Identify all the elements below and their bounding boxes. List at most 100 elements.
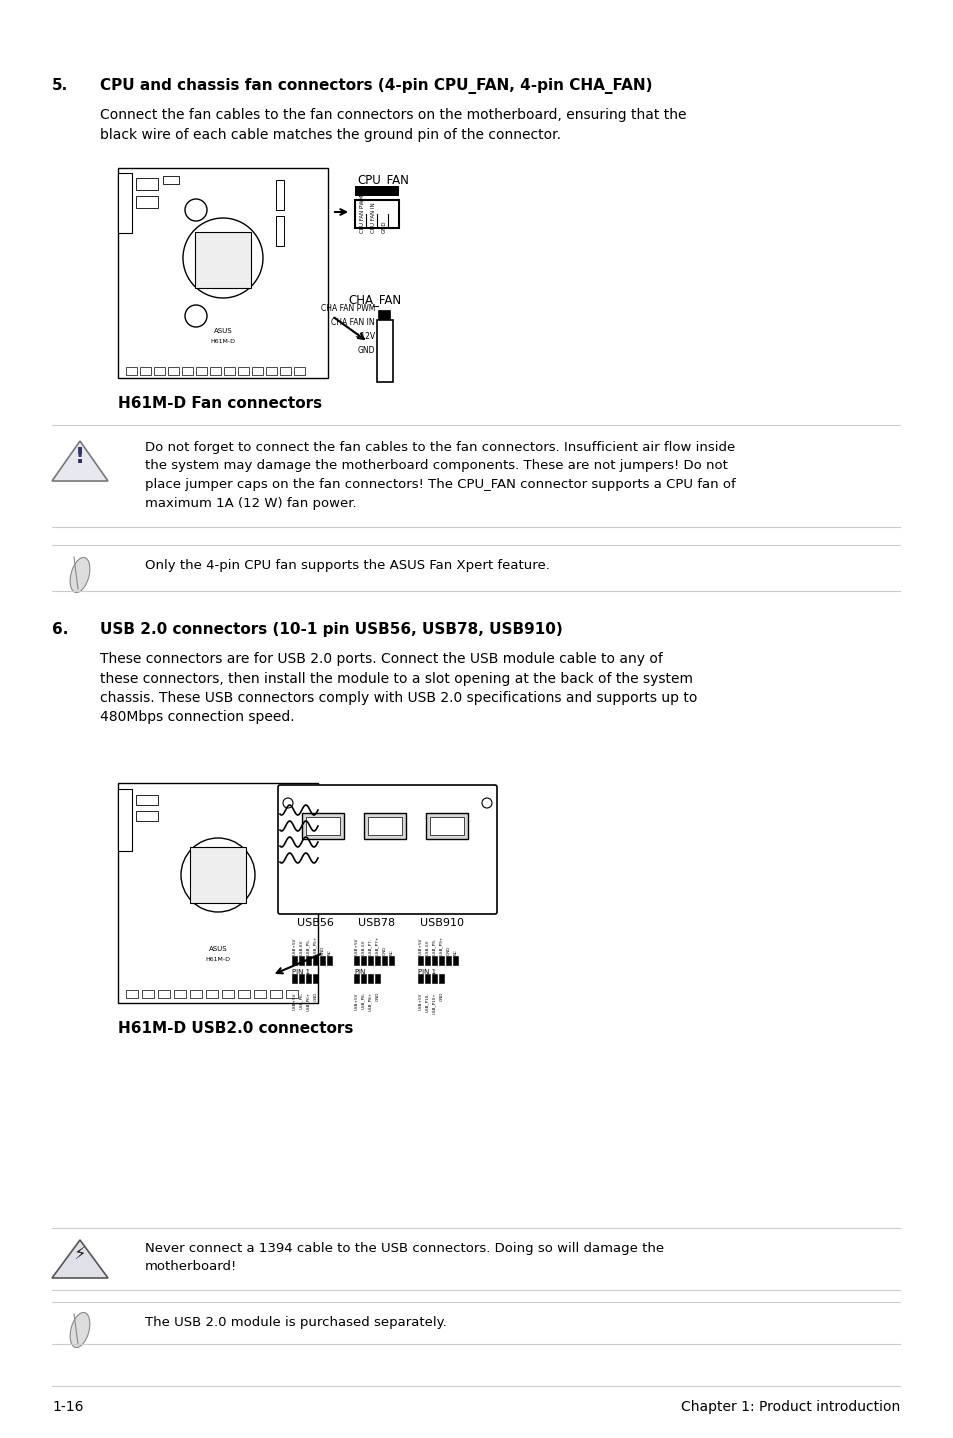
Bar: [136, 795, 158, 805]
Ellipse shape: [71, 1313, 90, 1347]
Text: USB_P6-: USB_P6-: [299, 992, 303, 1009]
Bar: [118, 168, 328, 378]
Bar: [377, 352, 390, 362]
Text: USB_P7-: USB_P7-: [368, 938, 372, 955]
Bar: [306, 817, 339, 835]
Bar: [354, 956, 358, 965]
Bar: [376, 321, 393, 383]
Bar: [118, 789, 132, 851]
Bar: [136, 196, 158, 209]
Text: USB_P5-: USB_P5-: [306, 938, 310, 955]
Bar: [275, 180, 284, 210]
Bar: [375, 974, 379, 984]
Bar: [438, 974, 443, 984]
Circle shape: [283, 798, 293, 808]
Bar: [237, 989, 250, 998]
Text: USB_P7+: USB_P7+: [375, 936, 379, 955]
Text: NC: NC: [389, 949, 393, 955]
Bar: [224, 367, 234, 375]
Text: USB+5V: USB+5V: [293, 938, 296, 955]
Bar: [368, 974, 373, 984]
Bar: [424, 956, 430, 965]
Bar: [319, 956, 325, 965]
Bar: [381, 956, 387, 965]
Bar: [173, 989, 186, 998]
Bar: [237, 367, 249, 375]
Text: H61M-D: H61M-D: [205, 958, 231, 962]
Bar: [298, 974, 304, 984]
Text: CPU and chassis fan connectors (4-pin CPU_FAN, 4-pin CHA_FAN): CPU and chassis fan connectors (4-pin CP…: [100, 78, 652, 93]
Text: USB_P10-: USB_P10-: [425, 992, 429, 1012]
Bar: [275, 216, 284, 246]
Bar: [355, 186, 398, 196]
Bar: [298, 956, 304, 965]
Bar: [270, 989, 282, 998]
Bar: [210, 367, 221, 375]
Text: GND: GND: [382, 946, 386, 955]
Ellipse shape: [71, 558, 90, 592]
Bar: [417, 956, 422, 965]
Bar: [142, 989, 153, 998]
Bar: [126, 989, 138, 998]
Bar: [136, 811, 158, 821]
Bar: [163, 175, 179, 184]
Text: NC: NC: [327, 949, 331, 955]
Bar: [118, 173, 132, 233]
Text: CPU FAN IN: CPU FAN IN: [371, 203, 375, 233]
Bar: [182, 367, 193, 375]
Text: GND: GND: [375, 992, 379, 1001]
Text: CHA FAN IN: CHA FAN IN: [331, 318, 375, 326]
Text: USB_P10+: USB_P10+: [432, 992, 436, 1014]
Text: USB+5V: USB+5V: [355, 938, 358, 955]
Text: USB+5V: USB+5V: [293, 992, 296, 1009]
Text: GND: GND: [446, 946, 450, 955]
Bar: [432, 956, 436, 965]
Bar: [222, 989, 233, 998]
Bar: [292, 974, 296, 984]
Bar: [206, 989, 218, 998]
Text: USB_P6+: USB_P6+: [306, 992, 310, 1011]
Bar: [438, 956, 443, 965]
Bar: [432, 974, 436, 984]
Bar: [368, 956, 373, 965]
Bar: [313, 974, 317, 984]
Bar: [368, 817, 401, 835]
Text: GND: GND: [381, 220, 387, 233]
Text: H61M-D USB2.0 connectors: H61M-D USB2.0 connectors: [118, 1021, 353, 1035]
Bar: [360, 956, 366, 965]
Text: USB_P8+: USB_P8+: [368, 992, 372, 1011]
Text: USB 2.0 connectors (10-1 pin USB56, USB78, USB910): USB 2.0 connectors (10-1 pin USB56, USB7…: [100, 623, 562, 637]
Bar: [302, 812, 344, 838]
Bar: [195, 367, 207, 375]
Bar: [168, 367, 179, 375]
Bar: [306, 956, 311, 965]
Bar: [426, 812, 468, 838]
Bar: [280, 367, 291, 375]
Circle shape: [481, 798, 492, 808]
Bar: [306, 974, 311, 984]
Text: USB_P5+: USB_P5+: [314, 936, 317, 955]
Bar: [375, 956, 379, 965]
Text: CPU_FAN: CPU_FAN: [356, 173, 409, 186]
Text: 6.: 6.: [52, 623, 69, 637]
Text: !: !: [75, 447, 85, 467]
Text: Only the 4-pin CPU fan supports the ASUS Fan Xpert feature.: Only the 4-pin CPU fan supports the ASUS…: [145, 559, 549, 572]
Text: Chapter 1: Product introduction: Chapter 1: Product introduction: [680, 1401, 899, 1414]
Text: USB-6V: USB-6V: [299, 939, 303, 955]
Text: ⚡: ⚡: [73, 1245, 86, 1264]
Bar: [194, 232, 251, 288]
Text: These connectors are for USB 2.0 ports. Connect the USB module cable to any of
t: These connectors are for USB 2.0 ports. …: [100, 651, 697, 725]
Text: CHA_FAN: CHA_FAN: [348, 293, 400, 306]
Text: H61M-D: H61M-D: [211, 339, 235, 344]
Text: NC: NC: [453, 949, 457, 955]
Bar: [364, 812, 406, 838]
Bar: [417, 974, 422, 984]
Text: USB910: USB910: [419, 917, 463, 928]
Bar: [446, 956, 451, 965]
Bar: [453, 956, 457, 965]
Text: CPU FAN PWM: CPU FAN PWM: [359, 194, 365, 233]
Text: USB56: USB56: [296, 917, 334, 928]
Bar: [136, 178, 158, 190]
Text: PIN 1: PIN 1: [417, 969, 436, 975]
Text: PIN: PIN: [354, 969, 365, 975]
